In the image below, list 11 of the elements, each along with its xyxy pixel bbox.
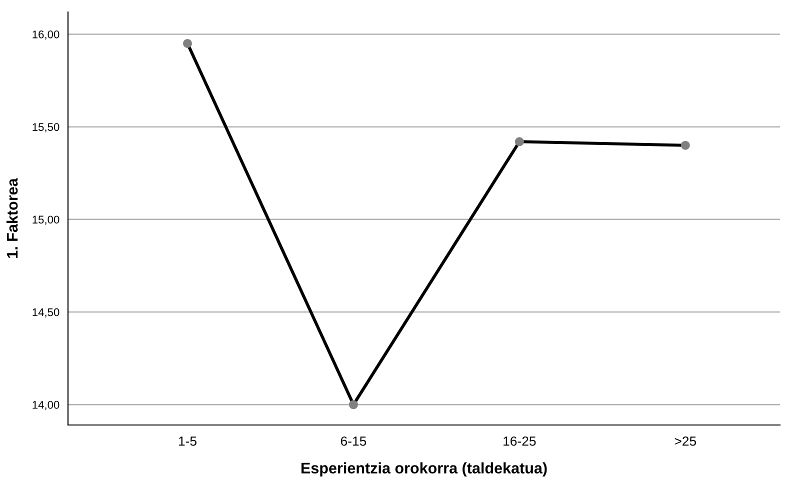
x-tick-label: >25 — [674, 436, 696, 446]
y-tick-label: 15,00 — [32, 216, 60, 225]
x-tick-label: 1-5 — [178, 436, 196, 446]
y-tick-label: 14,50 — [32, 308, 60, 318]
y-axis-title: 1. Faktorea — [6, 178, 18, 258]
y-tick-label: 14,00 — [32, 400, 60, 410]
x-tick-label: 16-25 — [504, 436, 536, 446]
y-tick-label: 15,50 — [32, 123, 60, 132]
y-tick-label: 16,00 — [32, 30, 60, 40]
x-axis-title: Esperientzia orokorra (taldekatua) — [302, 462, 547, 477]
x-tick-label: 6-15 — [340, 436, 366, 446]
